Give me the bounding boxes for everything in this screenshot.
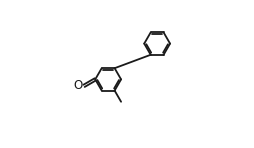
Text: O: O xyxy=(73,79,83,92)
